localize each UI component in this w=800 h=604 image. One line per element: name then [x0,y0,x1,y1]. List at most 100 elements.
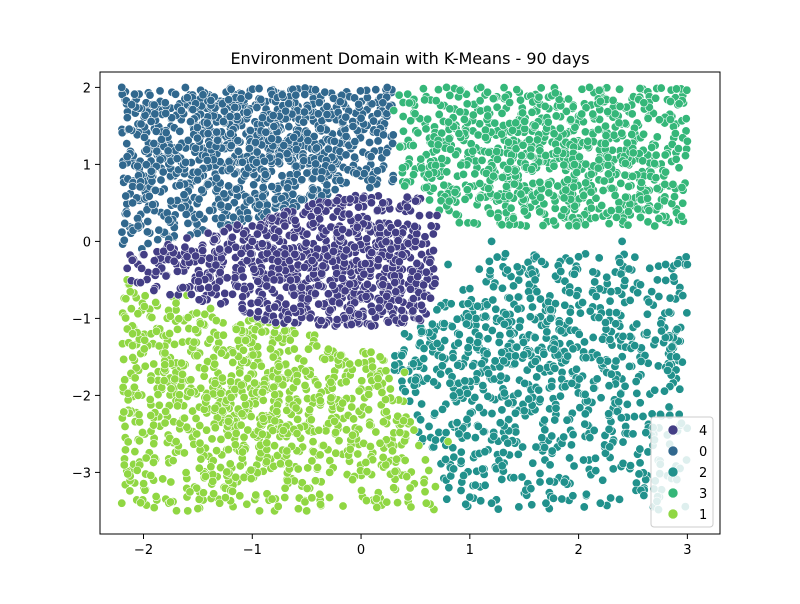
point-cluster-3 [512,85,522,95]
point-cluster-3 [418,84,428,94]
point-cluster-2 [611,356,621,366]
point-cluster-1 [347,402,357,412]
point-cluster-4 [269,275,279,285]
point-cluster-4 [122,263,132,273]
point-cluster-1 [357,376,367,386]
point-cluster-3 [610,109,620,119]
point-cluster-1 [345,444,355,454]
point-cluster-2 [463,299,473,309]
point-cluster-4 [198,246,208,256]
point-cluster-1 [372,502,382,512]
point-cluster-3 [559,193,569,203]
point-cluster-3 [586,187,596,197]
point-cluster-4 [232,220,242,230]
point-cluster-3 [394,90,404,100]
point-cluster-3 [450,187,460,197]
point-cluster-0 [148,200,158,210]
point-cluster-3 [477,155,487,165]
point-cluster-1 [371,494,381,504]
point-cluster-1 [193,504,203,514]
point-cluster-2 [527,500,537,510]
point-cluster-0 [303,136,313,146]
point-cluster-2 [432,338,442,348]
point-cluster-2 [531,442,541,452]
point-cluster-4 [136,278,146,288]
point-cluster-1 [368,362,378,372]
point-cluster-0 [378,130,388,140]
point-cluster-2 [482,349,492,359]
point-cluster-3 [404,98,414,108]
point-cluster-4 [362,234,372,244]
point-cluster-1 [265,344,275,354]
point-cluster-4 [290,249,300,259]
point-cluster-3 [439,180,449,190]
point-cluster-1 [212,446,222,456]
point-cluster-1 [179,448,189,458]
point-cluster-3 [614,205,624,215]
point-cluster-2 [446,299,456,309]
point-cluster-3 [434,109,444,119]
point-cluster-2 [644,297,654,307]
point-cluster-3 [538,221,548,231]
point-cluster-1 [161,407,171,417]
point-cluster-2 [494,337,504,347]
point-cluster-2 [501,309,511,319]
point-cluster-1 [149,420,159,430]
point-cluster-0 [192,123,202,133]
point-cluster-2 [436,369,446,379]
point-cluster-3 [421,124,431,134]
point-cluster-2 [682,259,692,269]
point-cluster-2 [565,288,575,298]
point-cluster-4 [382,291,392,301]
point-cluster-2 [616,413,626,423]
point-cluster-3 [469,218,479,228]
point-cluster-1 [387,446,397,456]
point-cluster-4 [149,256,159,266]
point-cluster-3 [536,192,546,202]
point-cluster-1 [331,448,341,458]
x-tick-label: −2 [134,543,153,558]
point-cluster-3 [503,164,513,174]
point-cluster-0 [231,184,241,194]
point-cluster-4 [428,246,438,256]
point-cluster-2 [547,446,557,456]
point-cluster-0 [225,164,235,174]
point-cluster-1 [293,504,303,514]
point-cluster-3 [535,207,545,217]
point-cluster-1 [257,429,267,439]
point-cluster-2 [624,264,634,274]
point-cluster-1 [312,341,322,351]
point-cluster-2 [452,418,462,428]
point-cluster-4 [165,290,175,300]
point-cluster-3 [490,118,500,128]
point-cluster-1 [256,361,266,371]
point-cluster-2 [635,280,645,290]
point-cluster-3 [544,188,554,198]
point-cluster-4 [274,264,284,274]
point-cluster-2 [474,402,484,412]
point-cluster-1 [190,325,200,335]
point-cluster-1 [382,497,392,507]
point-cluster-1 [310,476,320,486]
point-cluster-3 [483,184,493,194]
point-cluster-2 [456,486,466,496]
point-cluster-3 [594,85,604,95]
point-cluster-0 [226,129,236,139]
point-cluster-2 [510,351,520,361]
point-cluster-4 [391,227,401,237]
point-cluster-1 [166,497,176,507]
point-cluster-3 [425,195,435,205]
point-cluster-1 [154,341,164,351]
point-cluster-1 [210,359,220,369]
point-cluster-0 [244,144,254,154]
point-cluster-2 [537,257,547,267]
point-cluster-2 [500,249,510,259]
point-cluster-1 [273,501,283,511]
point-cluster-2 [602,272,612,282]
point-cluster-4 [180,242,190,252]
point-cluster-0 [249,180,259,190]
point-cluster-2 [568,491,578,501]
point-cluster-3 [481,132,491,142]
point-cluster-2 [513,304,523,314]
point-cluster-2 [650,335,660,345]
